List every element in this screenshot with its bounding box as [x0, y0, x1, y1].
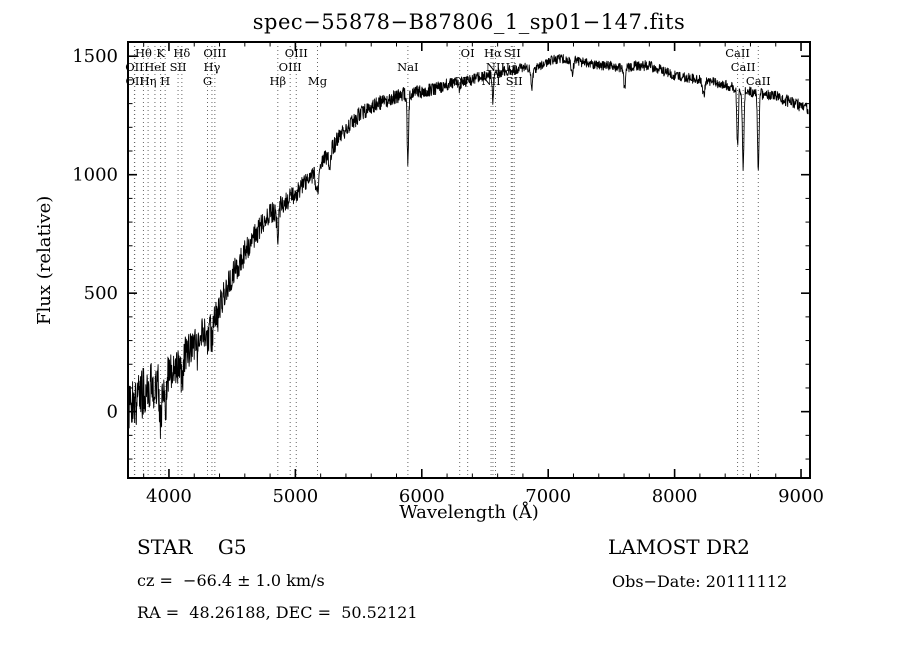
spectral-line-label: CaII: [731, 60, 756, 74]
spectral-line-label: NII: [481, 74, 500, 88]
y-tick-label: 1500: [72, 46, 118, 67]
spectral-line-label: SII: [506, 74, 523, 88]
spectral-line-label: Mg: [308, 74, 328, 88]
spectral-line-label: Hβ: [269, 74, 286, 88]
spectral-line-label: Hθ: [135, 46, 152, 60]
chart-title: spec−55878−B87806_1_sp01−147.fits: [252, 10, 686, 34]
radial-velocity-text: cz = −66.4 ± 1.0 km/s: [137, 571, 325, 590]
survey-text: LAMOST DR2: [608, 535, 750, 559]
x-tick-label: 4000: [146, 486, 192, 507]
classification-text: STAR G5: [137, 535, 247, 559]
spectral-line-label: CaII: [725, 46, 750, 60]
spectral-line-label: OI: [453, 74, 467, 88]
spectral-line-label: NII: [486, 60, 505, 74]
spectral-line-label: OII: [125, 60, 144, 74]
spectral-line-label: Hη: [140, 74, 157, 88]
x-tick-label: 6000: [399, 486, 445, 507]
x-tick-label: 9000: [778, 486, 824, 507]
x-tick-label: 5000: [272, 486, 318, 507]
x-axis-label: Wavelength (Å): [399, 502, 539, 523]
spectral-line-label: Hγ: [203, 60, 220, 74]
x-tick-label: 8000: [652, 486, 698, 507]
spectral-line-label: NaI: [397, 60, 418, 74]
y-tick-label: 1000: [72, 165, 118, 186]
spectral-line-label: OIII: [279, 60, 302, 74]
spectral-line-label: G: [203, 74, 212, 88]
spectral-line-label: H: [160, 74, 170, 88]
spectral-line-label: Hα: [484, 46, 502, 60]
spectrum-line: [128, 53, 809, 439]
spectral-line-label: Li: [506, 60, 518, 74]
spectral-line-label: OIII: [203, 46, 226, 60]
x-tick-label: 7000: [525, 486, 571, 507]
spectral-line-label: SII: [504, 46, 521, 60]
obs-date-text: Obs−Date: 20111112: [612, 572, 788, 591]
spectral-line-label: OII: [125, 74, 144, 88]
plot-frame: [127, 41, 811, 479]
spectral-line-label: Hδ: [173, 46, 190, 60]
spectral-line-label: SII: [170, 60, 187, 74]
spectral-line-label: K: [156, 46, 165, 60]
y-tick-label: 0: [107, 402, 118, 423]
spectral-line-label: OI: [461, 46, 475, 60]
y-tick-label: 500: [84, 283, 118, 304]
spectral-line-label: CaII: [746, 74, 771, 88]
coordinates-text: RA = 48.26188, DEC = 50.52121: [137, 603, 418, 622]
y-axis-label: Flux (relative): [34, 195, 55, 325]
spectral-line-label: HeI: [144, 60, 165, 74]
spectral-line-label: OIII: [285, 46, 308, 60]
